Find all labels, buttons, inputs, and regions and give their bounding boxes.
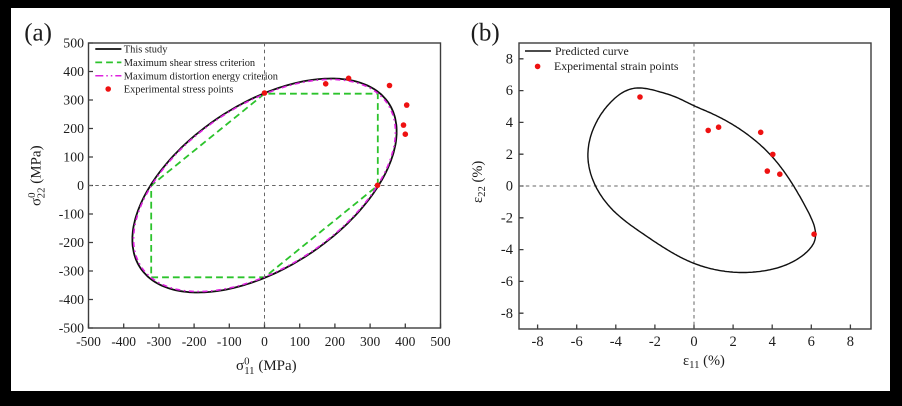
svg-text:-2: -2 xyxy=(649,334,661,350)
svg-text:-200: -200 xyxy=(182,334,207,349)
svg-text:500: 500 xyxy=(63,36,84,51)
svg-text:(a): (a) xyxy=(24,19,52,46)
svg-text:0: 0 xyxy=(690,334,697,350)
svg-text:-8: -8 xyxy=(501,306,513,322)
svg-text:-500: -500 xyxy=(76,334,101,349)
svg-text:-2: -2 xyxy=(501,210,513,226)
svg-text:-200: -200 xyxy=(59,235,84,250)
svg-text:-500: -500 xyxy=(59,321,84,336)
svg-text:-100: -100 xyxy=(59,207,84,222)
svg-text:Maximum shear stress criterion: Maximum shear stress criterion xyxy=(124,58,256,69)
svg-text:-100: -100 xyxy=(217,334,242,349)
svg-text:-6: -6 xyxy=(571,334,583,350)
svg-text:-300: -300 xyxy=(147,334,172,349)
svg-text:-8: -8 xyxy=(532,334,544,350)
svg-text:-300: -300 xyxy=(59,264,84,279)
svg-text:0: 0 xyxy=(261,334,268,349)
svg-text:500: 500 xyxy=(430,334,451,349)
svg-text:6: 6 xyxy=(808,334,815,350)
svg-text:2: 2 xyxy=(729,334,736,350)
svg-text:200: 200 xyxy=(325,334,346,349)
svg-text:-4: -4 xyxy=(501,242,514,258)
svg-text:ε11 (%): ε11 (%) xyxy=(683,353,725,371)
svg-text:(b): (b) xyxy=(471,19,500,46)
svg-text:This study: This study xyxy=(124,45,168,56)
svg-text:σ022 (MPa): σ022 (MPa) xyxy=(26,145,48,206)
svg-text:-4: -4 xyxy=(610,334,623,350)
svg-text:0: 0 xyxy=(506,179,513,195)
svg-text:Experimental stress points: Experimental stress points xyxy=(124,85,234,96)
svg-text:100: 100 xyxy=(63,150,84,165)
svg-text:6: 6 xyxy=(506,83,513,99)
svg-text:0: 0 xyxy=(77,178,84,193)
svg-text:-6: -6 xyxy=(501,274,513,290)
svg-text:8: 8 xyxy=(506,51,513,67)
svg-text:-400: -400 xyxy=(111,334,136,349)
svg-text:300: 300 xyxy=(63,93,84,108)
svg-text:Maximum distortion energy crit: Maximum distortion energy criterion xyxy=(124,71,279,82)
svg-text:4: 4 xyxy=(769,334,777,350)
svg-text:300: 300 xyxy=(360,334,381,349)
svg-text:400: 400 xyxy=(63,64,84,79)
svg-text:400: 400 xyxy=(395,334,416,349)
svg-text:-400: -400 xyxy=(59,292,84,307)
svg-text:Predicted curve: Predicted curve xyxy=(555,44,629,58)
svg-text:4: 4 xyxy=(506,115,514,131)
svg-text:100: 100 xyxy=(290,334,311,349)
svg-text:200: 200 xyxy=(63,121,84,136)
svg-text:Experimental strain points: Experimental strain points xyxy=(554,59,679,73)
svg-text:8: 8 xyxy=(847,334,854,350)
svg-text:2: 2 xyxy=(506,147,513,163)
